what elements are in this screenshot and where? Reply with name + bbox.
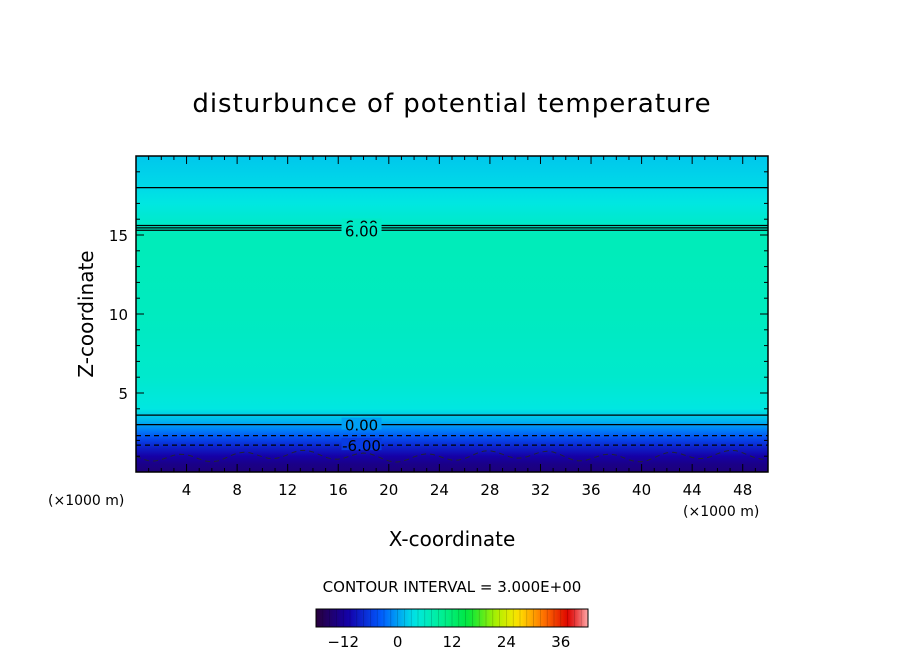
contour-label-bg: [341, 417, 382, 430]
x-tick-label: 40: [632, 481, 651, 499]
y-axis-ticks: 5 10 15: [109, 171, 768, 457]
x-tick-label: 20: [379, 481, 398, 499]
contour-lines: [136, 187, 768, 463]
colorbar: [315, 608, 589, 628]
x-tick-label: 4: [182, 481, 192, 499]
x-tick-label: 8: [232, 481, 242, 499]
colorbar-tick-label: −12: [327, 633, 359, 651]
contour-label-bg: [341, 223, 382, 236]
colorbar-tick-label: 36: [551, 633, 570, 651]
contour-labels: 6.006.000.00-6.00: [341, 218, 382, 455]
contour-label: 6.00: [345, 222, 378, 240]
colorbar-tick-label: 12: [442, 633, 461, 651]
contour-interval-text: CONTOUR INTERVAL = 3.000E+00: [323, 578, 582, 596]
colorbar-tick-label: 24: [497, 633, 516, 651]
x-tick-label: 36: [581, 481, 600, 499]
x-axis-title: X-coordinate: [389, 527, 516, 551]
colorbar-tick-label: 0: [393, 633, 403, 651]
contour-label-bg: [341, 438, 382, 451]
x-unit-label: (×1000 m): [683, 504, 759, 520]
contour-label: -6.00: [342, 437, 381, 455]
x-tick-label: 44: [683, 481, 702, 499]
chart-title: disturbunce of potential temperature: [192, 89, 711, 119]
y-tick-label: 10: [109, 306, 128, 324]
plot-field: [136, 156, 768, 472]
x-tick-label: 48: [733, 481, 752, 499]
x-tick-label: 28: [480, 481, 499, 499]
y-axis-title: Z-coordinate: [74, 250, 98, 377]
y-tick-label: 5: [118, 385, 128, 403]
contour-label: 0.00: [345, 417, 378, 435]
x-tick-label: 24: [430, 481, 449, 499]
x-tick-label: 12: [278, 481, 297, 499]
contour-line: [136, 449, 768, 463]
y-tick-label: 15: [109, 227, 128, 245]
colorbar-ticks: −12 0 12 24 36: [322, 609, 582, 651]
z-unit-label: (×1000 m): [48, 493, 124, 509]
x-axis-ticks: 4 8 12 16 20 24 28 32 36 40 44 48: [148, 156, 756, 499]
x-tick-label: 16: [329, 481, 348, 499]
x-tick-label: 32: [531, 481, 550, 499]
